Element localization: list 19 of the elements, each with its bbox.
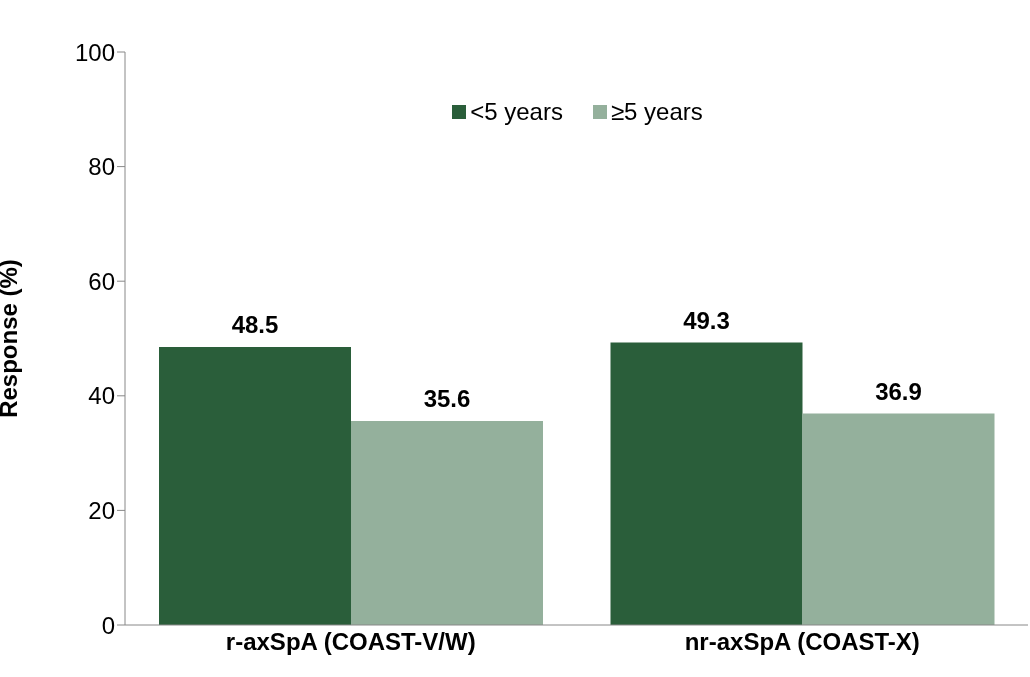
bar [351, 421, 543, 625]
y-axis-title: Response (%) [0, 259, 22, 418]
x-tick-label: nr-axSpA (COAST-X) [684, 628, 920, 656]
legend-label: ≥5 years [610, 98, 703, 126]
data-label: 48.5 [231, 311, 279, 339]
y-tick-label: 100 [74, 38, 115, 66]
y-tick-label: 40 [88, 382, 115, 410]
y-tick-label: 20 [88, 496, 115, 524]
bar [802, 413, 995, 625]
data-label: 49.3 [683, 306, 730, 334]
data-label: 35.6 [423, 385, 471, 413]
y-tick-label: 80 [88, 153, 115, 181]
data-label: 36.9 [875, 377, 922, 405]
x-tick-label: r-axSpA (COAST-V/W) [225, 628, 476, 656]
y-tick-label: 0 [101, 611, 115, 639]
legend-label: <5 years [470, 98, 563, 126]
y-tick-label: 60 [88, 267, 115, 295]
bar [159, 347, 351, 625]
bar [610, 342, 803, 625]
